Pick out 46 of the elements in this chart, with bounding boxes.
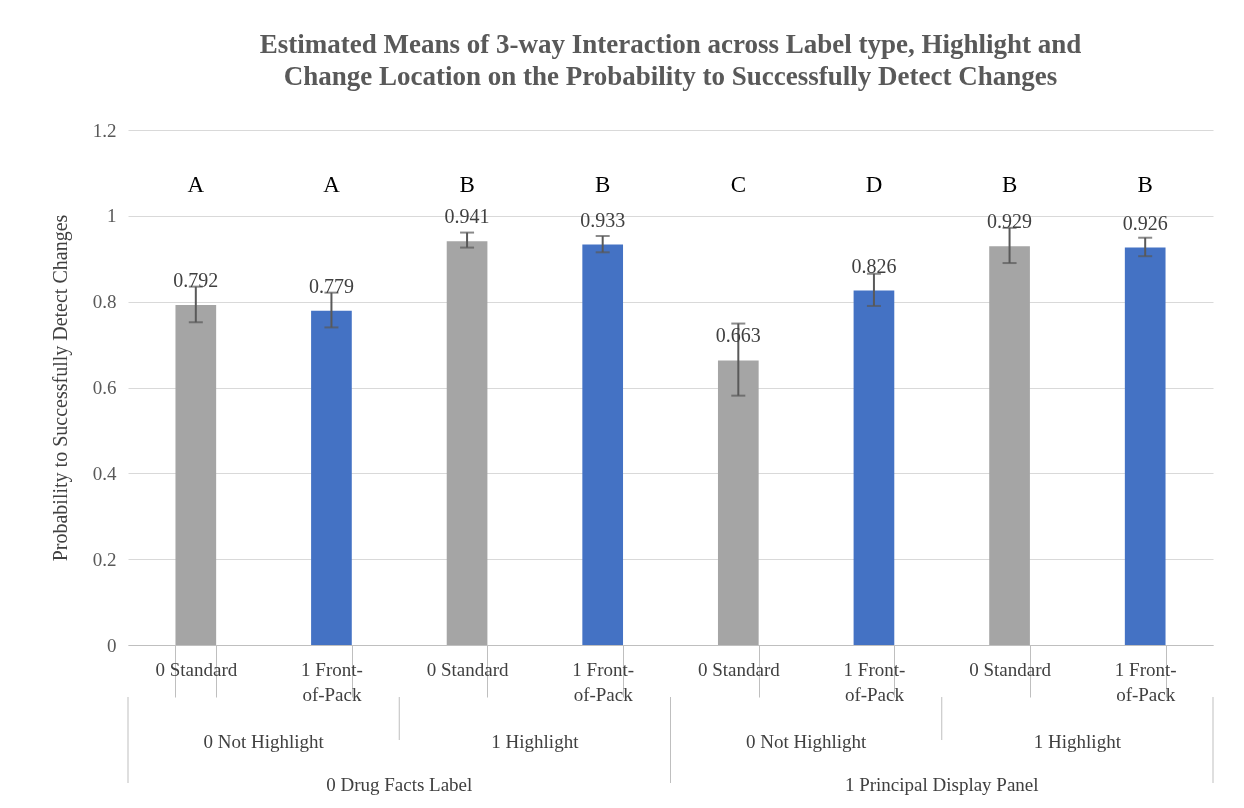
data-label: 0.779 — [308, 274, 354, 297]
annotation: A — [323, 172, 341, 197]
bar — [582, 244, 624, 645]
annotation: B — [1001, 172, 1018, 197]
data-label: 0.826 — [851, 254, 897, 277]
annotation: B — [459, 172, 475, 197]
annotation: A — [187, 172, 205, 197]
annotation: C — [730, 172, 746, 197]
data-label: 0.941 — [444, 205, 490, 228]
text: 0 Not Highlight — [745, 731, 868, 752]
x-tick-label: 0 Standard — [426, 658, 509, 680]
x-tick-label: 0 Standard — [155, 658, 238, 680]
text: 0 Not Highlight — [203, 731, 325, 752]
y-tick-label: 0.6 — [92, 377, 117, 398]
y-tick-label: 1 — [107, 205, 117, 227]
y-tick-label: 1.2 — [92, 119, 117, 141]
bar — [311, 310, 352, 645]
y-tick-label: 0.2 — [92, 548, 117, 570]
data-label: 0.926 — [1122, 211, 1168, 234]
annotation: D — [865, 172, 883, 197]
bar — [853, 290, 895, 645]
bar — [175, 305, 217, 645]
x-tick-label: 0 Standard — [969, 658, 1052, 680]
text: 1 Highlight — [491, 731, 580, 752]
bar — [446, 241, 488, 645]
bar — [717, 360, 759, 645]
annotation: B — [1137, 172, 1153, 197]
data-label: 0.792 — [173, 269, 219, 292]
x-tick-label: 1 Front-of-Pack — [1114, 658, 1177, 705]
x-tick-label: 1 Front-of-Pack — [572, 658, 635, 705]
annotation: B — [595, 172, 611, 197]
y-axis-title: Probability to Successfully Detect Changes — [48, 214, 72, 562]
y-tick-label: 0.4 — [92, 462, 117, 484]
x-tick-label: 0 Standard — [697, 658, 781, 680]
text: 1 Principal Display Panel — [844, 774, 1039, 795]
bar — [989, 246, 1030, 645]
y-tick-label: 0.8 — [92, 291, 117, 313]
y-tick-label: 0 — [107, 634, 117, 656]
text: 1 Highlight — [1033, 731, 1122, 752]
text: 0 Drug Facts Label — [326, 774, 473, 795]
x-tick-label: 1 Front-of-Pack — [843, 658, 906, 705]
data-label: 0.929 — [987, 210, 1033, 233]
chart-title: Estimated Means of 3-way Interaction across Label type, Highlight and Change Location on the Probability to Successfully Detect Changes — [259, 29, 1082, 91]
bar — [1124, 247, 1166, 645]
data-label: 0.933 — [580, 208, 626, 231]
x-tick-label: 1 Front-of-Pack — [301, 658, 363, 705]
